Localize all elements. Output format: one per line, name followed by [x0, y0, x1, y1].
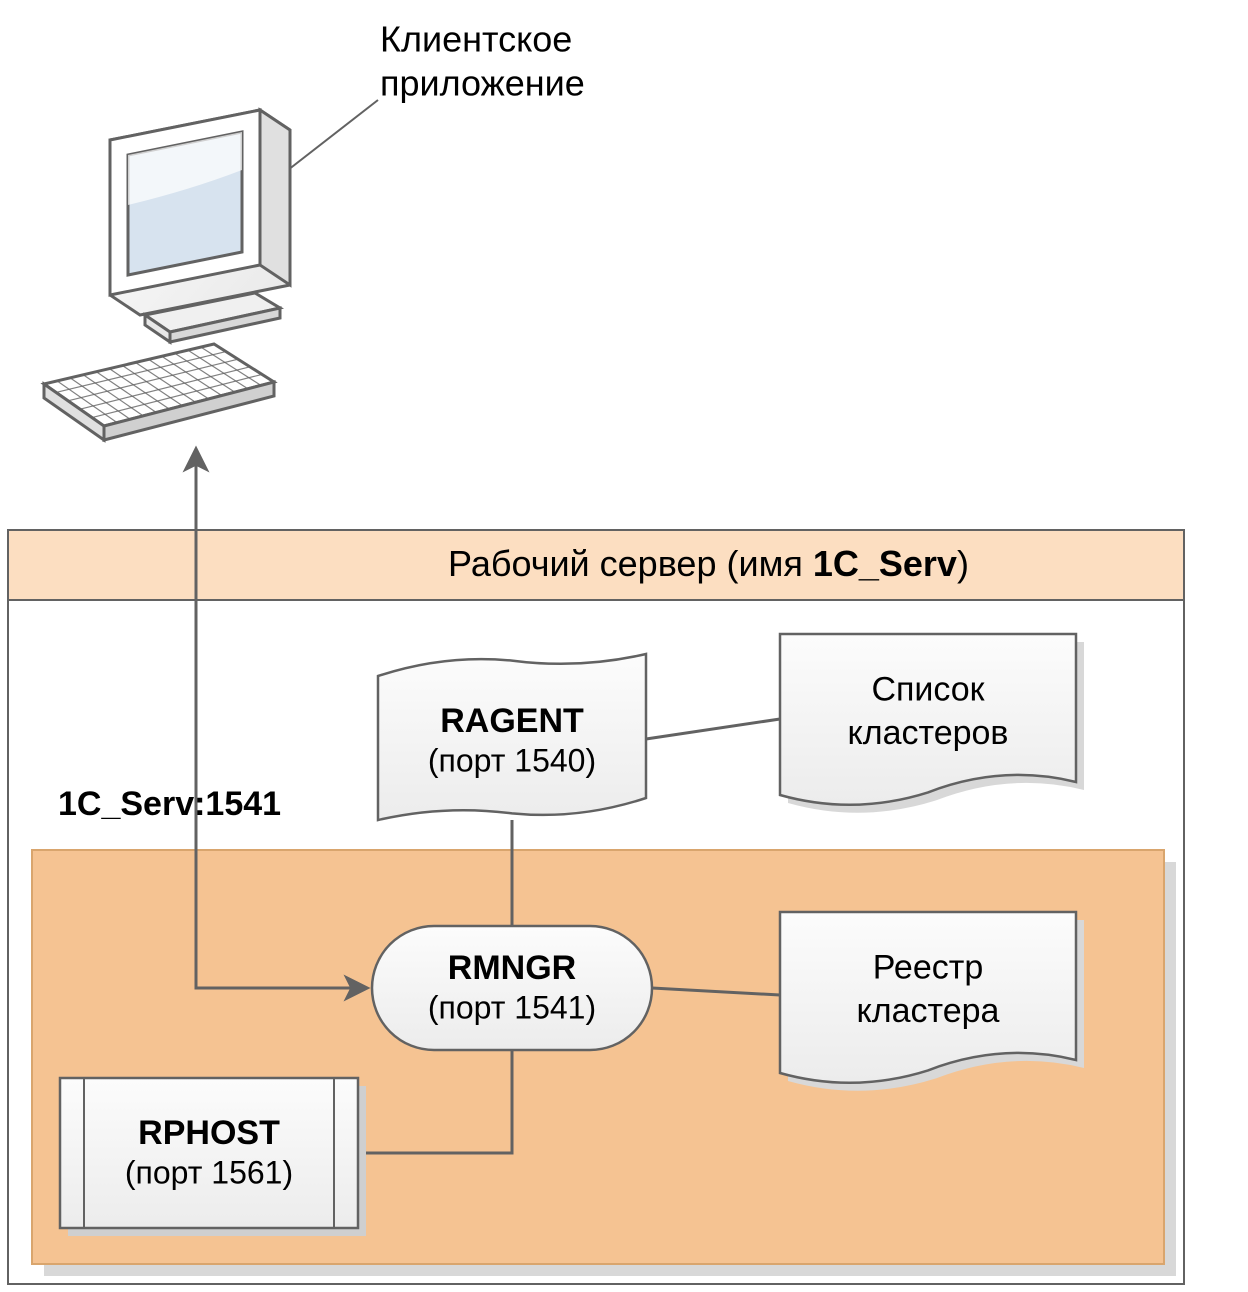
- client-label-line1: Клиентское: [380, 19, 572, 60]
- rmngr-node: [372, 926, 652, 1050]
- server-title: Рабочий сервер (имя 1C_Serv): [448, 543, 969, 584]
- ragent-name: RAGENT: [440, 702, 584, 740]
- cluster-list-doc-line2: кластеров: [848, 714, 1009, 752]
- rmngr-name: RMNGR: [448, 949, 576, 987]
- cluster-registry-doc-line1: Реестр: [873, 948, 983, 986]
- cluster-registry-doc-line2: кластера: [857, 992, 1000, 1030]
- computer-icon: [110, 110, 290, 342]
- rmngr-port: (порт 1541): [428, 989, 596, 1025]
- client-label-line2: приложение: [380, 63, 585, 104]
- rphost-node: [60, 1078, 358, 1228]
- rphost-name: RPHOST: [138, 1114, 280, 1152]
- ragent-port: (порт 1540): [428, 742, 596, 778]
- rphost-port: (порт 1561): [125, 1154, 293, 1190]
- connection-label: 1C_Serv:1541: [58, 785, 281, 823]
- cluster-list-doc-line1: Список: [871, 670, 985, 708]
